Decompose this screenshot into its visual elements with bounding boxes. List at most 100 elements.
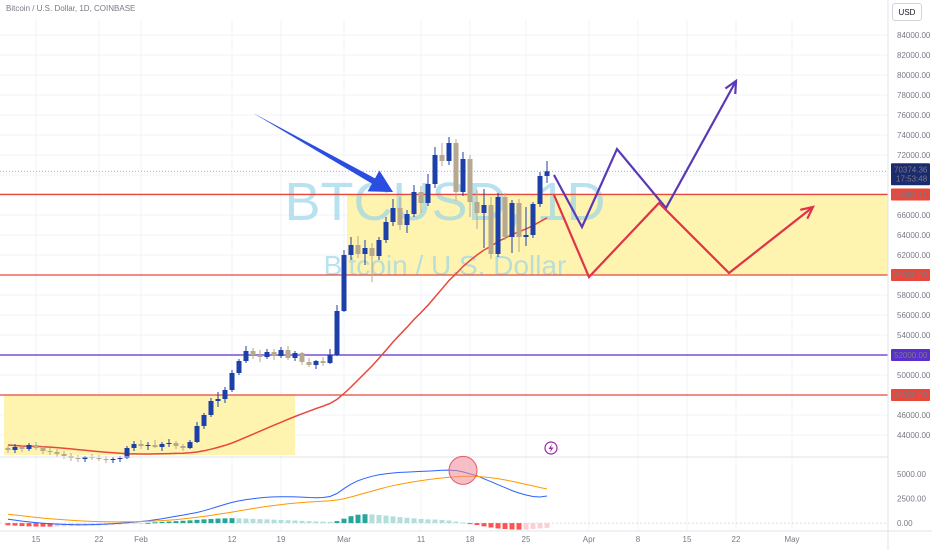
moving-average-line [7, 217, 548, 455]
macd-histogram-bar [481, 523, 487, 527]
price-tick-label: 66000.00 [897, 211, 931, 220]
time-tick-label: 11 [417, 535, 426, 544]
candle-body [432, 155, 438, 184]
currency-button[interactable]: USD [892, 3, 922, 21]
macd-histogram-bar [222, 518, 228, 524]
macd-histogram-bar [229, 518, 235, 524]
countdown-text: 17:53:48 [896, 174, 928, 183]
macd-histogram-bar [327, 521, 333, 524]
candle-body [404, 214, 410, 225]
candle-body [390, 208, 396, 222]
price-tick-label: 76000.00 [897, 111, 931, 120]
candle-body [495, 197, 501, 254]
candle-body [222, 390, 228, 399]
price-tick-label: 44000.00 [897, 431, 931, 440]
macd-histogram-bar [537, 523, 543, 529]
watermark-ticker: BTCUSD, 1D [284, 172, 605, 232]
macd-histogram-bar [292, 520, 298, 524]
candle-body [215, 399, 221, 401]
macd-histogram-bar [348, 516, 354, 524]
candle-body [166, 443, 172, 444]
time-tick-label: 8 [636, 535, 641, 544]
macd-histogram-bar [495, 523, 501, 529]
price-tick-label: 72000.00 [897, 151, 931, 160]
macd-histogram-bar [40, 523, 46, 527]
macd-histogram-bar [390, 516, 396, 524]
macd-histogram-bar [215, 518, 221, 524]
candle-body [474, 202, 480, 213]
macd-tick-label: 0.00 [897, 519, 913, 528]
candle-body [159, 444, 165, 447]
candle-body [397, 208, 403, 225]
price-tick-label: 82000.00 [897, 51, 931, 60]
time-tick-label: 15 [32, 535, 41, 544]
candle-body [460, 159, 466, 192]
time-tick-label: 15 [683, 535, 692, 544]
candle-body [341, 255, 347, 311]
macd-histogram-bar [418, 518, 424, 524]
macd-histogram-bar [544, 523, 550, 528]
candle-body [446, 143, 452, 161]
current-price-text: 70374.36 [894, 165, 928, 174]
candle-body [117, 458, 123, 459]
macd-histogram-bar [257, 519, 263, 524]
candle-body [285, 350, 291, 358]
macd-histogram-bar [411, 518, 417, 524]
time-tick-label: 22 [95, 535, 104, 544]
macd-histogram-bar [383, 515, 389, 524]
candle-body [75, 458, 81, 459]
macd-histogram-bar [334, 521, 340, 524]
down-arrow-annotation [253, 113, 393, 192]
candle-body [264, 352, 270, 357]
candle-body [12, 447, 18, 450]
candle-body [516, 203, 522, 237]
macd-histogram-bar [425, 519, 431, 524]
candle-body [299, 353, 305, 362]
candle-body [61, 454, 67, 456]
price-tick-label: 50000.00 [897, 371, 931, 380]
candle-body [82, 457, 88, 459]
level-tag-68054.11 [891, 188, 930, 201]
projection-arrowhead-purple [724, 78, 738, 95]
macd-histogram-bar [509, 523, 515, 530]
candle-body [313, 361, 319, 365]
candle-body [327, 355, 333, 363]
symbol-header: Bitcoin / U.S. Dollar, 1D, COINBASE [6, 4, 136, 13]
price-tick-label: 84000.00 [897, 31, 931, 40]
macd-histogram-bar [516, 523, 522, 530]
candle-body [208, 401, 214, 415]
candle-body [369, 248, 375, 256]
candle-body [152, 445, 158, 447]
price-tick-label: 64000.00 [897, 231, 931, 240]
macd-histogram-bar [131, 523, 137, 525]
macd-histogram-bar [299, 520, 305, 524]
highlight-circle [448, 455, 478, 485]
macd-histogram-bar [166, 521, 172, 524]
time-tick-label: 19 [277, 535, 286, 544]
macd-histogram-bar [502, 523, 508, 530]
candle-body [250, 351, 256, 355]
candle-body [523, 235, 529, 237]
candle-body [411, 192, 417, 214]
candle-body [201, 415, 207, 426]
candle-body [138, 444, 144, 446]
macd-histogram-bar [124, 523, 130, 525]
candle-body [467, 159, 473, 202]
candle-body [453, 143, 459, 192]
projection-path-red [552, 194, 814, 279]
time-tick-label: Apr [583, 535, 596, 544]
candle-body [320, 361, 326, 363]
candle-body [5, 448, 11, 450]
candle-body [47, 451, 53, 452]
macd-histogram-bar [404, 517, 410, 524]
macd-histogram-bar [488, 523, 494, 528]
macd-histogram-bar [47, 523, 53, 527]
event-flash-glyph [548, 444, 554, 453]
price-tick-label: 62000.00 [897, 251, 931, 260]
candle-body [257, 355, 263, 357]
time-tick-label: May [784, 535, 799, 544]
candle-body [110, 459, 116, 460]
candle-body [306, 362, 312, 365]
macd-histogram-bar [432, 519, 438, 524]
